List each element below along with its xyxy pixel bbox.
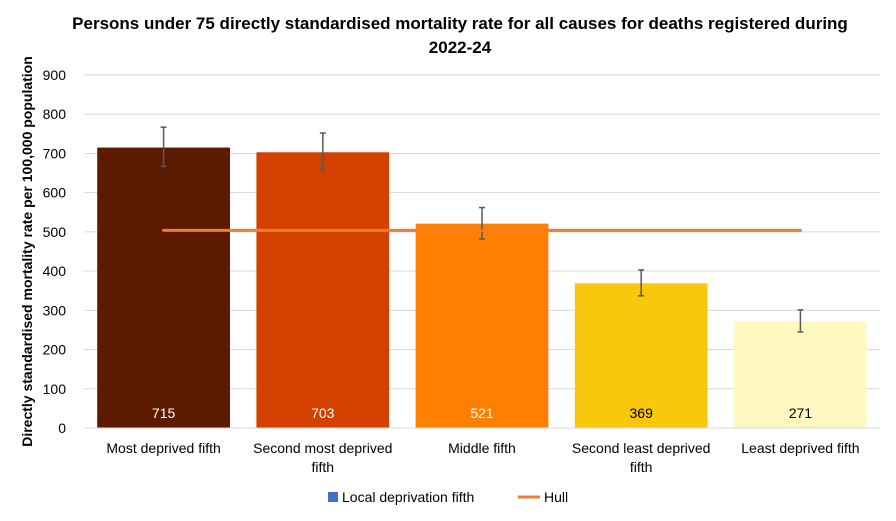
y-tick-label: 400 [43,263,67,279]
y-tick-label: 900 [43,67,67,83]
legend-label: Local deprivation fifth [342,489,474,505]
data-label: 715 [152,405,176,421]
data-label: 271 [789,405,813,421]
x-tick-label: Second least deprived [572,440,711,456]
legend-label: Hull [544,489,568,505]
x-tick-label: fifth [312,459,335,475]
x-tick-label: fifth [630,459,653,475]
y-tick-label: 500 [43,224,67,240]
x-tick-label: Most deprived fifth [106,440,220,456]
y-axis-label: Directly standardised mortality rate per… [19,56,35,447]
bar [734,321,867,428]
chart-title: Persons under 75 directly standardised m… [72,14,848,57]
y-tick-label: 0 [58,420,66,436]
data-label: 369 [630,405,654,421]
y-tick-label: 700 [43,145,67,161]
bar [256,152,390,429]
data-label: 521 [470,405,494,421]
y-tick-label: 800 [43,106,67,122]
bar [574,283,708,428]
y-tick-label: 100 [43,381,67,397]
data-label: 703 [311,405,335,421]
bar [415,223,549,428]
x-tick-label: Second most deprived [253,440,392,456]
x-tick-label: Middle fifth [448,440,516,456]
y-tick-label: 600 [43,185,67,201]
bar [97,147,230,429]
y-tick-label: 200 [43,342,67,358]
legend-swatch-bar [328,492,338,502]
y-tick-label: 300 [43,302,67,318]
x-tick-label: Least deprived fifth [741,440,859,456]
